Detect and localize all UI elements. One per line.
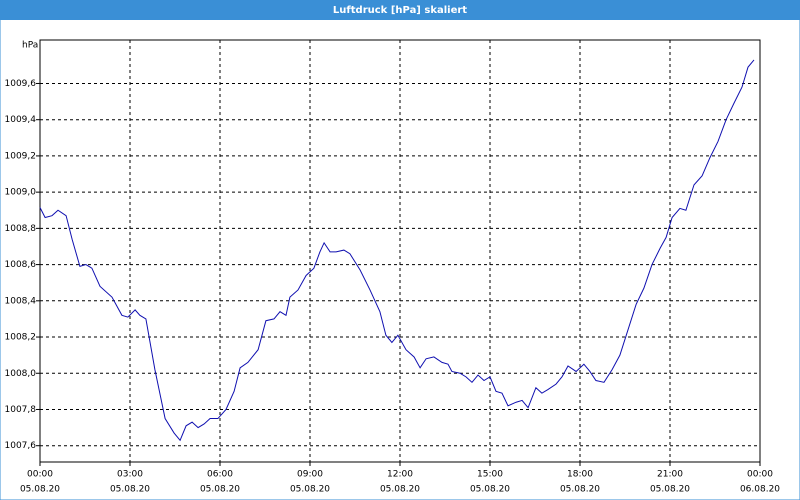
x-tick-label: 03:00 [117, 470, 143, 480]
title-bar [0, 0, 800, 20]
plot-area [39, 39, 761, 463]
x-tick-label: 00:00 [747, 470, 773, 480]
chart-title: Luftdruck [hPa] skaliert [333, 5, 467, 16]
x-tick-date: 06.08.20 [740, 485, 780, 495]
y-tick-label: 1009,2 [5, 151, 37, 161]
x-tick-date: 05.08.20 [380, 485, 420, 495]
x-tick-label: 12:00 [387, 470, 413, 480]
y-tick-label: 1008,4 [5, 296, 37, 306]
x-tick-date: 05.08.20 [290, 485, 330, 495]
y-tick-label: 1007,8 [5, 405, 37, 415]
x-tick-date: 05.08.20 [110, 485, 150, 495]
x-tick-label: 18:00 [567, 470, 593, 480]
y-tick-label: 1009,4 [5, 115, 37, 125]
y-tick-label: 1008,2 [5, 333, 37, 343]
x-tick-date: 05.08.20 [200, 485, 240, 495]
x-tick-label: 00:00 [27, 470, 53, 480]
y-axis-label: hPa [22, 41, 38, 51]
x-tick-label: 21:00 [657, 470, 683, 480]
x-tick-date: 05.08.20 [650, 485, 690, 495]
x-tick-date: 05.08.20 [20, 485, 60, 495]
x-tick-label: 06:00 [207, 470, 233, 480]
x-tick-label: 15:00 [477, 470, 503, 480]
y-tick-label: 1008,6 [5, 260, 37, 270]
y-tick-label: 1008,8 [5, 224, 37, 234]
y-tick-label: 1009,6 [5, 79, 37, 89]
y-tick-label: 1008,0 [5, 369, 37, 379]
y-tick-label: 1009,0 [5, 188, 37, 198]
x-tick-label: 09:00 [297, 470, 323, 480]
y-tick-label: 1007,6 [5, 441, 37, 451]
x-tick-date: 05.08.20 [560, 485, 600, 495]
data-line [39, 59, 755, 442]
x-tick-date: 05.08.20 [470, 485, 510, 495]
